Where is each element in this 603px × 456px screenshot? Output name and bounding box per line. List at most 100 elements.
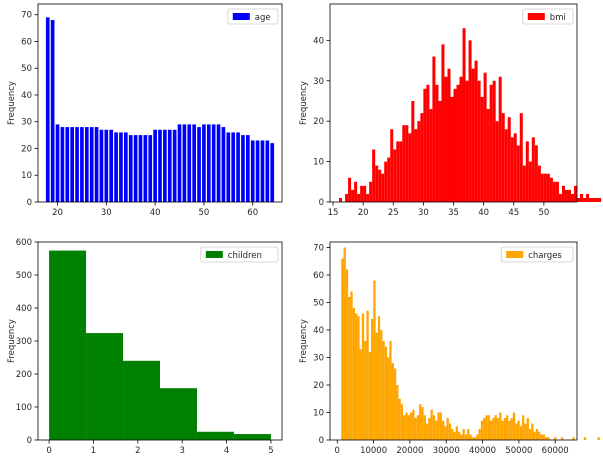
bar-12: [104, 129, 109, 202]
x-tick-label: 3: [179, 446, 184, 456]
bar-23: [158, 129, 162, 202]
x-tick-label: 2: [135, 446, 140, 456]
bar-80: [524, 423, 527, 440]
bar-112: [597, 437, 600, 440]
bar-10: [369, 181, 373, 202]
bar-35: [216, 124, 221, 202]
bar-47: [480, 96, 484, 202]
bar-26: [417, 121, 421, 202]
y-tick-label: 500: [16, 271, 32, 281]
bar-12: [375, 165, 379, 202]
bar-35: [444, 76, 448, 202]
bar-0: [45, 17, 50, 202]
bar-38: [231, 132, 236, 202]
bar-83: [589, 197, 593, 202]
bar-10: [364, 341, 367, 440]
x-tick-label: 20: [52, 208, 63, 218]
bar-5: [70, 127, 74, 202]
legend-swatch: [527, 13, 545, 20]
legend-label: bmi: [550, 13, 566, 23]
bar-5: [233, 434, 271, 440]
x-tick-label: 15: [328, 208, 339, 218]
bar-28: [405, 412, 408, 440]
bar-17: [128, 135, 133, 202]
y-axis: 0 10 20 30 40 50 60 70: [21, 11, 38, 208]
bar-9: [361, 313, 365, 440]
x-tick-label: 50: [199, 208, 210, 218]
bar-24: [163, 129, 167, 202]
bar-8: [359, 349, 362, 440]
bar-16: [387, 157, 391, 202]
x-tick-label: 35: [448, 208, 459, 218]
y-tick-label: 50: [21, 64, 32, 74]
bar-15: [384, 161, 388, 202]
bar-30: [409, 412, 413, 440]
y-tick-label: 30: [21, 118, 32, 128]
y-tick-label: 10: [313, 409, 324, 419]
bars: [45, 17, 275, 202]
bar-3: [348, 297, 351, 440]
bar-53: [462, 429, 465, 440]
bar-4: [65, 127, 70, 202]
subplot-2: 15 20 25 30 35 40 45 50 0 10 20 30 40 Frequency bmi: [299, 3, 602, 218]
bar-14: [114, 132, 118, 202]
bar-88: [542, 434, 545, 440]
legend-label: charges: [528, 251, 562, 261]
bar-106: [583, 437, 587, 440]
bar-37: [425, 423, 429, 440]
bar-69: [546, 173, 550, 202]
bar-56: [507, 117, 511, 202]
x-tick-label: 0: [335, 446, 340, 456]
legend-box: [200, 246, 279, 263]
bar-8: [363, 185, 367, 202]
bar-18: [133, 135, 138, 202]
bar-29: [407, 415, 410, 440]
bar-72: [555, 181, 559, 202]
bar-49: [453, 431, 456, 440]
bar-31: [412, 409, 415, 440]
y-tick-label: 30: [313, 77, 324, 87]
y-tick-label: 10: [21, 171, 32, 181]
bar-54: [464, 434, 468, 440]
y-tick-label: 60: [21, 37, 32, 47]
y-tick-label: 70: [313, 244, 324, 254]
bar-70: [501, 420, 504, 440]
bar-33: [206, 124, 211, 202]
bar-14: [381, 173, 385, 202]
bar-71: [503, 418, 507, 440]
bar-57: [471, 437, 474, 440]
y-tick-label: 400: [16, 304, 32, 314]
legend: charges: [500, 246, 574, 263]
bar-20: [387, 357, 390, 440]
bar-2: [345, 269, 349, 440]
bar-16: [377, 316, 381, 440]
bar-66: [492, 418, 495, 440]
y-tick-label: 0: [319, 198, 324, 208]
bar-38: [428, 418, 431, 440]
y-tick-label: 0: [27, 436, 32, 446]
bar-36: [221, 127, 226, 202]
x-tick-label: 20000: [396, 446, 423, 456]
bar-31: [432, 56, 436, 202]
bar-36: [423, 415, 426, 440]
bar-15: [375, 332, 378, 440]
y-tick-label: 30: [313, 354, 324, 364]
bar-54: [501, 113, 505, 202]
bar-58: [513, 133, 517, 202]
bar-93: [554, 437, 557, 440]
bar-59: [476, 434, 479, 440]
y-tick-label: 600: [16, 238, 32, 248]
y-axis: 0 10 20 30 40 50 60 70: [313, 244, 330, 446]
bar-51: [492, 80, 496, 202]
bar-33: [416, 415, 420, 440]
bar-22: [391, 363, 394, 440]
bar-30: [192, 124, 196, 202]
bar-52: [495, 121, 499, 202]
bar-60: [478, 429, 481, 440]
bar-62: [525, 141, 529, 202]
bar-23: [393, 368, 397, 440]
axes-frame: [329, 241, 578, 441]
bar-46: [270, 143, 275, 202]
bar-74: [561, 185, 565, 202]
